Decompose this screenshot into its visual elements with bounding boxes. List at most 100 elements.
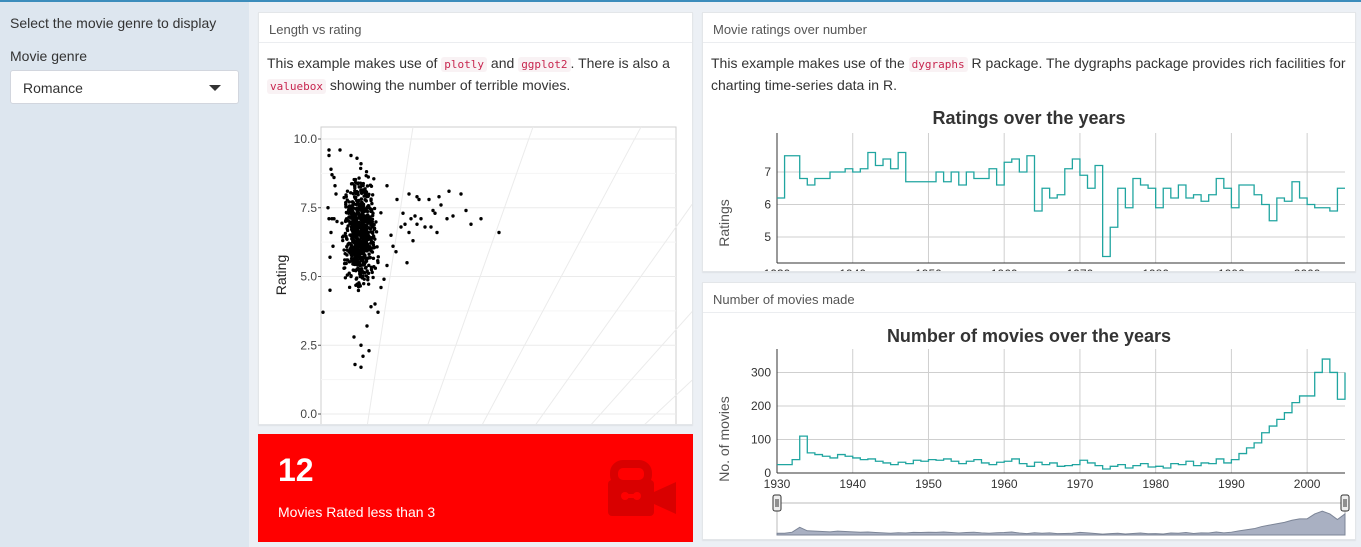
x-tick-label: 1950 <box>915 267 942 272</box>
scatter-point <box>343 219 348 224</box>
scatter-point <box>352 335 356 339</box>
scatter-point <box>354 202 358 207</box>
scatter-point <box>413 214 417 218</box>
video-camera-icon <box>608 460 676 516</box>
x-tick-label: 1940 <box>839 267 866 272</box>
scatter-point <box>353 362 357 367</box>
scatter-point <box>346 211 351 215</box>
code-ggplot2: ggplot2 <box>518 57 571 72</box>
terrible-movies-valuebox: 12 Movies Rated less than 3 <box>258 434 693 542</box>
scatter-point <box>344 217 349 221</box>
scatter-point <box>350 233 355 238</box>
number-of-movies-box: Number of movies made Number of movies o… <box>702 282 1356 540</box>
chart-title: Number of movies over the years <box>887 326 1171 346</box>
scatter-point <box>327 148 331 152</box>
scatter-point <box>356 233 361 237</box>
y-tick-label: 10.0 <box>294 132 318 146</box>
scatter-point <box>367 226 371 230</box>
scatter-point <box>329 230 333 235</box>
scatter-point <box>361 242 365 246</box>
scatter-point <box>342 248 346 252</box>
range-handle-right[interactable] <box>1340 494 1350 512</box>
scatter-point <box>357 185 361 189</box>
scatter-point <box>371 230 375 234</box>
scatter-point <box>376 260 380 265</box>
x-tick-label: 2000 <box>1294 267 1321 272</box>
scatter-point <box>447 189 451 193</box>
scatter-point <box>362 277 366 281</box>
scatter-point <box>341 238 345 243</box>
scatter-point <box>372 265 376 269</box>
scatter-point <box>371 234 376 238</box>
scatter-point <box>431 208 435 213</box>
series-line <box>777 151 1345 258</box>
scatter-point <box>401 211 405 215</box>
ratings-chart[interactable]: Ratings over the years 5 6 7 1930 1940 1950 196… <box>703 105 1355 272</box>
scatter-point <box>347 260 352 264</box>
scatter-point <box>367 237 372 241</box>
scatter-point <box>355 267 359 271</box>
grid-line <box>427 126 534 424</box>
scatter-point <box>370 201 374 206</box>
scatter-point <box>353 245 357 250</box>
desc-text: This example makes use of <box>267 55 442 71</box>
scatter-point <box>353 233 358 237</box>
caret-down-icon[interactable] <box>209 85 221 91</box>
scatter-point <box>374 220 378 224</box>
scatter-point <box>342 261 347 266</box>
scatter-point <box>371 240 375 245</box>
scatter-point <box>345 189 350 193</box>
genre-label: Movie genre <box>10 48 88 64</box>
counts-chart[interactable]: Number of movies over the years 0 100 200 30… <box>703 313 1355 539</box>
genre-select[interactable]: Romance <box>10 70 239 104</box>
scatter-point <box>360 200 364 204</box>
scatter-point <box>359 228 363 233</box>
genre-select-value: Romance <box>23 80 83 96</box>
x-tick-label: 1970 <box>1067 267 1094 272</box>
scatter-point <box>497 230 501 235</box>
x-tick-label: 1970 <box>1067 477 1094 491</box>
scatter-point <box>328 255 332 259</box>
scatter-point <box>417 197 421 202</box>
range-handle-left[interactable] <box>772 494 782 512</box>
scatter-point <box>369 220 373 224</box>
scatter-point <box>362 235 367 239</box>
scatter-point <box>350 182 355 186</box>
scatter-point <box>349 207 353 211</box>
scatter-point <box>347 215 352 219</box>
y-axis-label: Rating <box>273 255 289 295</box>
y-tick-label: 7.5 <box>300 201 317 215</box>
scatter-point <box>352 268 356 272</box>
scatter-point <box>371 256 376 261</box>
scatter-point <box>407 230 411 235</box>
scatter-point <box>355 282 359 286</box>
sidebar: Select the movie genre to display Movie … <box>0 2 249 547</box>
box-header-divider <box>703 42 1355 43</box>
scatter-point <box>343 251 347 256</box>
x-tick-label: 1980 <box>1142 267 1169 272</box>
scatter-point <box>479 217 483 221</box>
valuebox-label: Movies Rated less than 3 <box>278 504 436 520</box>
scatter-point <box>332 217 336 221</box>
scatter-point <box>364 265 368 269</box>
scatter-point <box>327 153 331 158</box>
scatter-point <box>379 285 383 290</box>
scatter-point <box>349 273 353 278</box>
scatter-point <box>347 271 351 275</box>
scatter-point <box>332 175 336 180</box>
scatter-point <box>359 270 363 274</box>
y-tick-label: 300 <box>751 365 771 379</box>
y-tick-label: 7 <box>764 165 771 179</box>
box-title: Movie ratings over number <box>713 22 867 37</box>
scatter-point <box>385 184 389 188</box>
scatter-point <box>379 211 383 215</box>
desc-text: and <box>487 55 519 71</box>
x-tick-label: 1940 <box>839 477 866 491</box>
scatter-point <box>364 227 369 232</box>
scatter-point <box>361 183 365 188</box>
scatter-point <box>350 200 355 204</box>
y-tick-label: 6 <box>764 198 771 212</box>
scatter-point <box>362 281 366 286</box>
scatter-chart[interactable]: 0.0 2.5 5.0 7.5 10.0 Rating <box>259 105 692 425</box>
scatter-point <box>366 205 370 209</box>
